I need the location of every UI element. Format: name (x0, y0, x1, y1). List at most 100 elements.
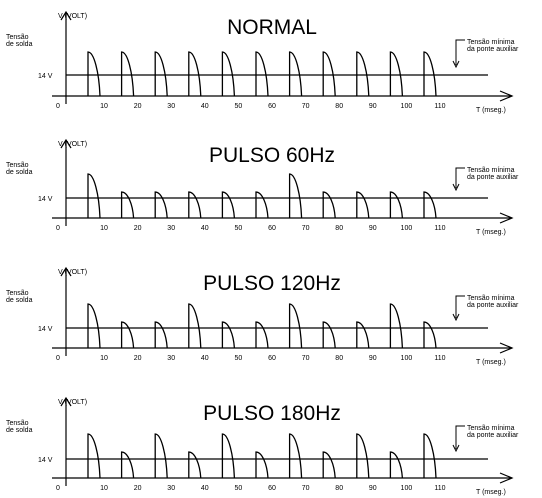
tick-label: 100 (401, 103, 413, 110)
tick-label: 40 (201, 485, 209, 492)
origin-label: 0 (56, 225, 60, 232)
tick-label: 30 (167, 485, 175, 492)
panel-title: PULSO 180Hz (203, 402, 341, 425)
pulse-high (389, 51, 404, 97)
pulse-low (322, 191, 336, 219)
panel-title: PULSO 120Hz (203, 272, 341, 295)
tick-label: 10 (100, 103, 108, 110)
tick-label: 80 (335, 485, 343, 492)
origin-label: 0 (56, 103, 60, 110)
y-side-label-2: de solda (6, 169, 33, 176)
tick-label: 50 (235, 225, 243, 232)
tick-label: 20 (134, 485, 142, 492)
pulse-high (188, 303, 202, 349)
pulse-high (288, 433, 303, 479)
pulse-high (87, 303, 101, 349)
pulse-low (356, 191, 370, 219)
pulse-low (188, 191, 202, 219)
tick-label: 60 (268, 485, 276, 492)
origin-label: 0 (56, 485, 60, 492)
note-bracket (455, 295, 465, 318)
tick-label: 90 (369, 355, 377, 362)
y-axis-arrow (60, 138, 72, 149)
pulse-high (288, 51, 303, 97)
note-line-2: da ponte auxiliar (467, 174, 519, 181)
pulse-low (389, 451, 404, 479)
pulse-high (221, 433, 236, 479)
pulse-low (154, 191, 168, 219)
x-axis-arrow (499, 212, 514, 224)
pulse-high (322, 51, 336, 97)
note-bracket (455, 167, 465, 188)
note-line-2: da ponte auxiliar (467, 46, 519, 53)
tick-label: 20 (134, 103, 142, 110)
tick-label: 50 (235, 355, 243, 362)
tick-label: 50 (235, 103, 243, 110)
level-label: 14 V (38, 73, 53, 80)
pulse-high (423, 433, 437, 479)
pulse-high (221, 51, 236, 97)
pulse-low (423, 321, 437, 349)
pulse-low (322, 321, 336, 349)
pulse-high (423, 51, 437, 97)
tick-label: 100 (401, 485, 413, 492)
tick-label: 10 (100, 225, 108, 232)
pulse-high (255, 51, 269, 97)
pulse-low (423, 191, 437, 219)
origin-label: 0 (56, 355, 60, 362)
y-axis-label: V (VOLT) (58, 269, 87, 276)
y-side-label-1: Tensão (6, 290, 29, 297)
note-line-2: da ponte auxiliar (467, 302, 519, 309)
x-axis-label: T (mseg.) (476, 489, 506, 496)
x-axis-arrow (499, 342, 514, 354)
y-axis-label: V (VOLT) (58, 13, 87, 20)
tick-label: 80 (335, 225, 343, 232)
tick-label: 30 (167, 355, 175, 362)
note-line-1: Tensão mínima (467, 295, 515, 302)
note-bracket (455, 425, 465, 449)
note-line-2: da ponte auxiliar (467, 432, 519, 439)
pulse-high (356, 433, 370, 479)
tick-label: 50 (235, 485, 243, 492)
note-arrowhead (452, 183, 460, 192)
panel-title: PULSO 60Hz (209, 144, 335, 167)
tick-label: 110 (434, 485, 445, 492)
pulse-low (255, 321, 269, 349)
level-label: 14 V (38, 326, 53, 333)
note-line-1: Tensão mínima (467, 167, 515, 174)
pulse-low (188, 451, 202, 479)
tick-label: 30 (167, 225, 175, 232)
x-axis-label: T (mseg.) (476, 107, 506, 114)
pulse-high (120, 51, 135, 97)
note-line-1: Tensão mínima (467, 425, 515, 432)
tick-label: 70 (302, 103, 310, 110)
pulse-low (120, 321, 135, 349)
tick-label: 110 (434, 103, 445, 110)
tick-label: 70 (302, 225, 310, 232)
tick-label: 40 (201, 225, 209, 232)
pulse-high (188, 51, 202, 97)
tick-label: 10 (100, 355, 108, 362)
tick-label: 20 (134, 225, 142, 232)
y-axis-label: V (VOLT) (58, 141, 87, 148)
pulse-low (389, 191, 404, 219)
pulse-low (322, 451, 336, 479)
pulse-high (154, 433, 168, 479)
tick-label: 60 (268, 103, 276, 110)
pulse-high (87, 51, 101, 97)
pulse-high (356, 51, 370, 97)
pulse-high (87, 173, 101, 219)
pulse-high (154, 51, 168, 97)
y-axis-arrow (60, 10, 72, 21)
tick-label: 60 (268, 355, 276, 362)
tick-label: 100 (401, 225, 413, 232)
tick-label: 80 (335, 103, 343, 110)
x-axis-label: T (mseg.) (476, 359, 506, 366)
tick-label: 40 (201, 355, 209, 362)
pulse-low (154, 321, 168, 349)
